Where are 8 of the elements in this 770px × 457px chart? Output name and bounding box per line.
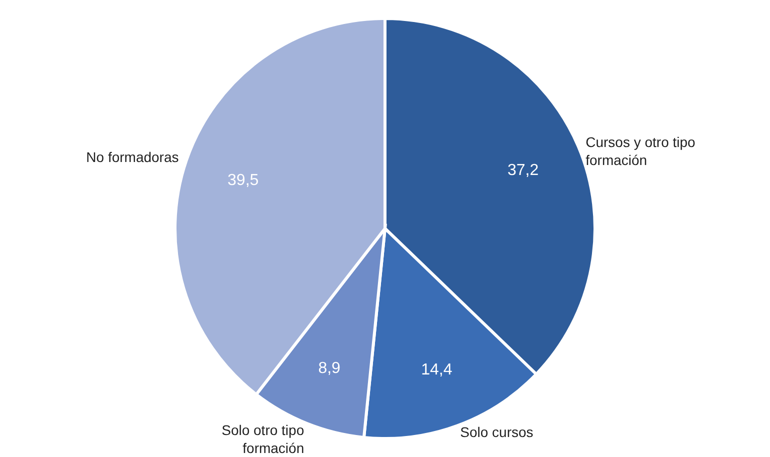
slice-label: Solo cursos (460, 424, 534, 440)
data-label: 39,5 (228, 172, 259, 189)
data-label: 37,2 (507, 162, 539, 179)
slice-label: No formadoras (86, 148, 179, 165)
slice-label: Solo otro tipo formación (222, 422, 304, 456)
data-label: 8,9 (318, 360, 341, 377)
data-label: 14,4 (421, 361, 452, 378)
slice-label: Cursos y otro tipo formación (586, 134, 696, 168)
